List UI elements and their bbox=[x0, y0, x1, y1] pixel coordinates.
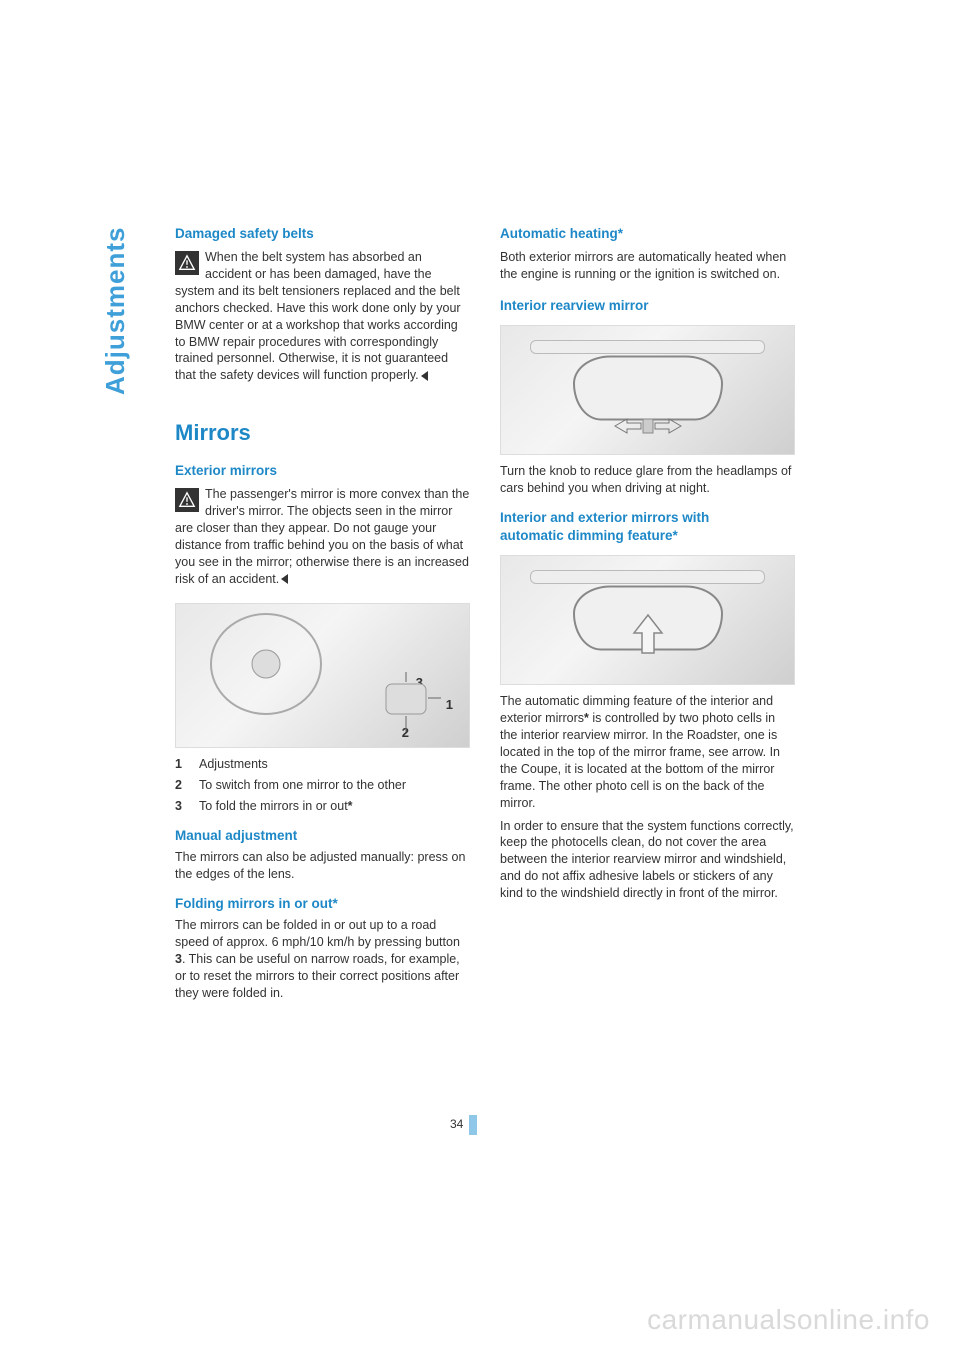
figure-illustration bbox=[176, 604, 469, 747]
section-heading-mirrors: Mirrors bbox=[175, 418, 470, 448]
end-marker-icon bbox=[281, 574, 288, 584]
paragraph-folding-mirrors: The mirrors can be folded in or out up t… bbox=[175, 917, 470, 1001]
figure-interior-mirror-1 bbox=[500, 325, 795, 455]
list-item: 3 To fold the mirrors in or out* bbox=[175, 798, 470, 815]
paragraph-automatic-heating: Both exterior mirrors are automatically … bbox=[500, 249, 795, 283]
watermark: carmanualsonline.info bbox=[647, 1304, 930, 1336]
heading-exterior-mirrors: Exterior mirrors bbox=[175, 462, 470, 480]
warning-paragraph-exterior: The passenger's mirror is more convex th… bbox=[175, 486, 470, 587]
list-item: 2 To switch from one mirror to the other bbox=[175, 777, 470, 794]
list-text: To fold the mirrors in or out* bbox=[199, 798, 353, 815]
list-text: Adjustments bbox=[199, 756, 268, 773]
left-column: Damaged safety belts When the belt syste… bbox=[175, 225, 470, 1008]
warning-icon bbox=[175, 251, 199, 275]
paragraph-auto-dimming-2: In order to ensure that the system funct… bbox=[500, 818, 795, 902]
list-text: To switch from one mirror to the other bbox=[199, 777, 406, 794]
section-side-label: Adjustments bbox=[100, 227, 131, 395]
warning-text-exterior: The passenger's mirror is more convex th… bbox=[175, 487, 469, 585]
warning-paragraph-belts: When the belt system has absorbed an acc… bbox=[175, 249, 470, 384]
warning-text-belts: When the belt system has absorbed an acc… bbox=[175, 250, 461, 382]
callout-list: 1 Adjustments 2 To switch from one mirror … bbox=[175, 756, 470, 815]
warning-icon bbox=[175, 488, 199, 512]
list-num: 3 bbox=[175, 798, 187, 815]
heading-folding-mirrors: Folding mirrors in or out* bbox=[175, 895, 470, 913]
list-num: 1 bbox=[175, 756, 187, 773]
page-number-bar bbox=[469, 1115, 477, 1135]
figure-interior-mirror-2 bbox=[500, 555, 795, 685]
heading-interior-rearview: Interior rearview mirror bbox=[500, 297, 795, 315]
heading-automatic-heating: Automatic heating* bbox=[500, 225, 795, 243]
list-item: 1 Adjustments bbox=[175, 756, 470, 773]
heading-manual-adjustment: Manual adjustment bbox=[175, 827, 470, 845]
figure-exterior-mirrors: 3 1 2 bbox=[175, 603, 470, 748]
list-num: 2 bbox=[175, 777, 187, 794]
heading-auto-dimming: Interior and exterior mirrors withautoma… bbox=[500, 509, 795, 545]
knob-arrows-icon bbox=[613, 413, 683, 439]
right-column: Automatic heating* Both exterior mirrors… bbox=[500, 225, 795, 1008]
page-number: 34 bbox=[450, 1115, 477, 1135]
paragraph-interior-rearview: Turn the knob to reduce glare from the h… bbox=[500, 463, 795, 497]
heading-damaged-safety-belts: Damaged safety belts bbox=[175, 225, 470, 243]
paragraph-auto-dimming-1: The automatic dimming feature of the int… bbox=[500, 693, 795, 811]
up-arrow-icon bbox=[628, 611, 668, 661]
paragraph-manual-adjustment: The mirrors can also be adjusted manuall… bbox=[175, 849, 470, 883]
page-content: Damaged safety belts When the belt syste… bbox=[175, 225, 795, 1008]
end-marker-icon bbox=[421, 371, 428, 381]
